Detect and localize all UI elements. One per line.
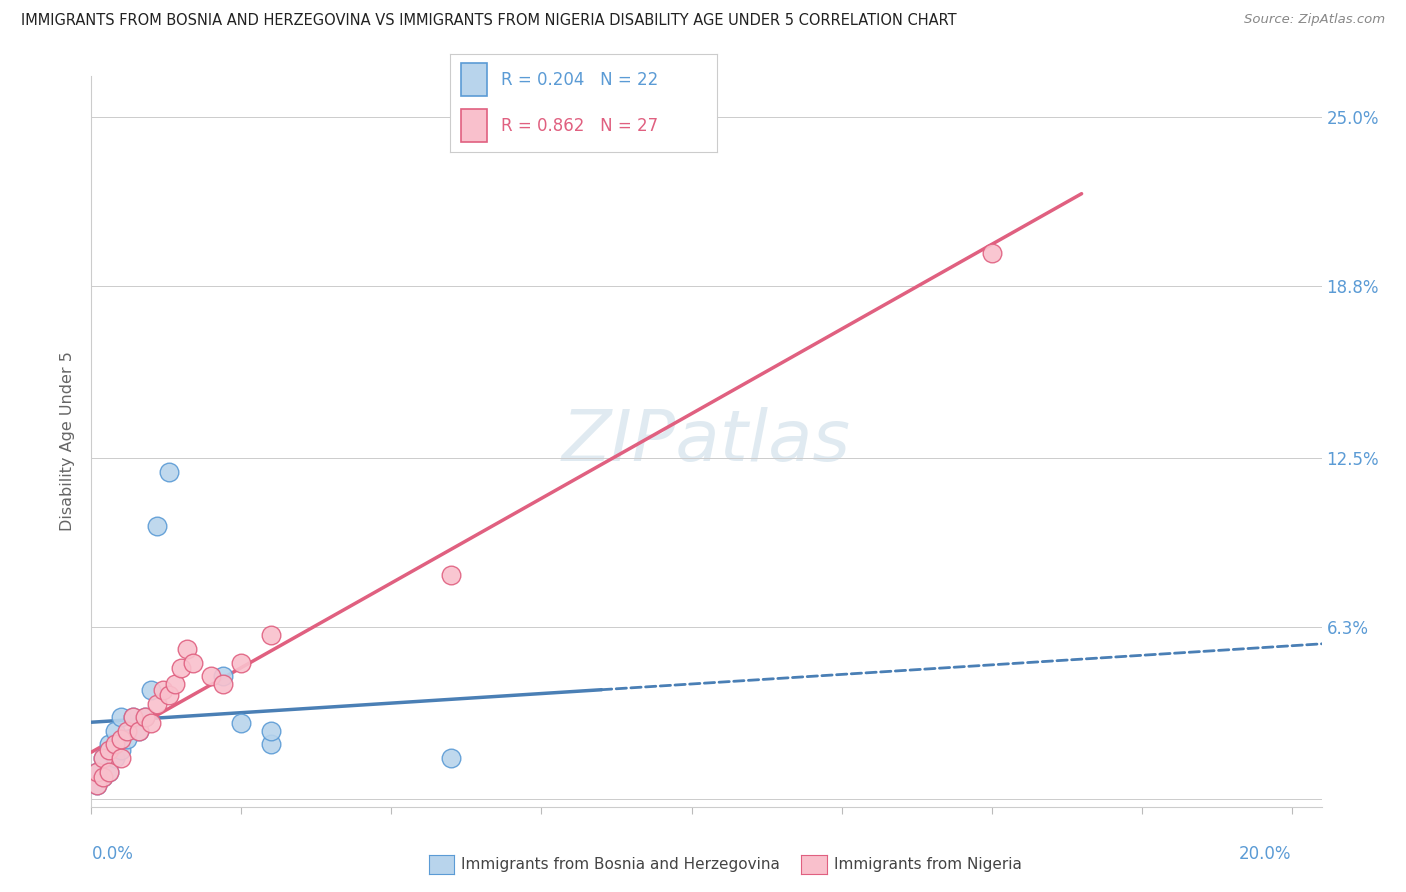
Point [98,743,121,757]
Point [110,710,132,724]
Point [93,770,115,784]
Point [117,732,139,747]
Point [141,682,163,697]
Text: R = 0.204   N = 22: R = 0.204 N = 22 [501,70,658,88]
Point [122,710,145,724]
Point [134,710,156,724]
Point [128,723,150,738]
Point [86,779,108,793]
Point [231,656,253,670]
Point [117,723,139,738]
Y-axis label: Disability Age Under 5: Disability Age Under 5 [60,351,76,532]
Text: Source: ZipAtlas.com: Source: ZipAtlas.com [1244,13,1385,27]
Point [110,743,132,757]
Point [86,764,108,779]
Point [183,656,205,670]
Point [165,677,187,691]
Point [157,465,180,479]
Point [86,764,108,779]
Point [104,751,127,765]
Text: IMMIGRANTS FROM BOSNIA AND HERZEGOVINA VS IMMIGRANTS FROM NIGERIA DISABILITY AGE: IMMIGRANTS FROM BOSNIA AND HERZEGOVINA V… [21,13,956,29]
Point [134,710,156,724]
Point [146,519,169,533]
Point [104,723,127,738]
Point [141,715,163,730]
Point [146,697,169,711]
Point [440,568,463,582]
Point [93,770,115,784]
Point [104,738,127,752]
Text: 0.0%: 0.0% [91,846,134,863]
Point [212,669,235,683]
Point [86,779,108,793]
Point [93,751,115,765]
Point [440,751,463,765]
Point [98,764,121,779]
FancyBboxPatch shape [461,110,488,142]
Point [176,642,198,657]
Point [260,738,283,752]
Point [98,738,121,752]
Point [200,669,222,683]
Point [260,723,283,738]
Point [157,689,180,703]
Point [93,751,115,765]
Point [110,732,132,747]
Text: Immigrants from Nigeria: Immigrants from Nigeria [834,857,1022,871]
Point [128,723,150,738]
Text: R = 0.862   N = 27: R = 0.862 N = 27 [501,117,658,135]
Point [170,661,193,675]
Point [260,628,283,642]
Point [98,764,121,779]
Text: ZIPatlas: ZIPatlas [562,407,851,476]
Point [110,751,132,765]
Point [980,246,1002,260]
Point [122,710,145,724]
Point [231,715,253,730]
Point [152,682,174,697]
FancyBboxPatch shape [461,63,488,95]
Text: Immigrants from Bosnia and Herzegovina: Immigrants from Bosnia and Herzegovina [461,857,780,871]
Point [212,677,235,691]
Text: 20.0%: 20.0% [1239,846,1292,863]
